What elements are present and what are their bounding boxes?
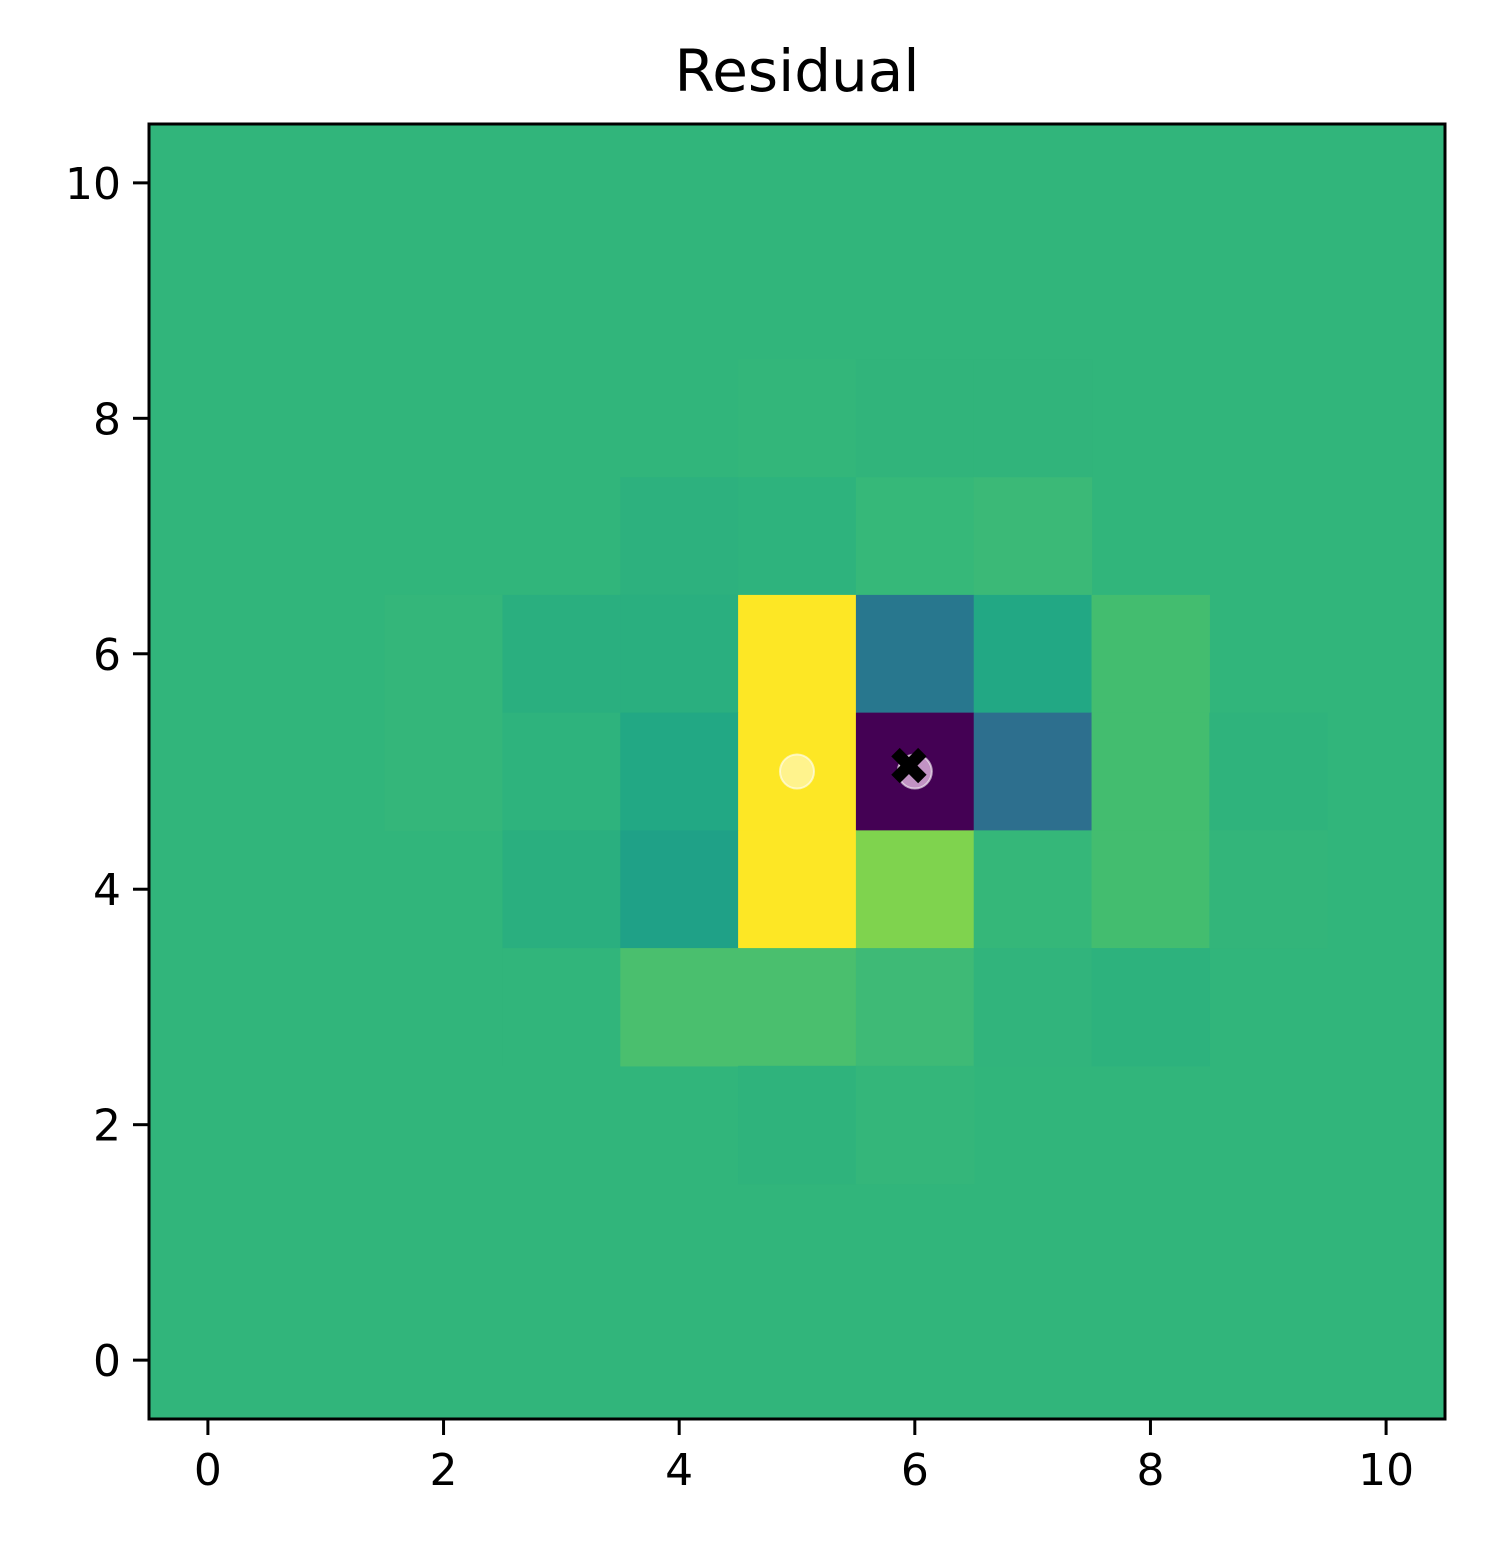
heatmap-cell bbox=[1209, 712, 1328, 831]
heatmap-cell bbox=[973, 712, 1093, 831]
x-tick-label: 0 bbox=[194, 1445, 222, 1496]
x-tick-label: 10 bbox=[1358, 1445, 1414, 1496]
heatmap-cell bbox=[1091, 830, 1210, 949]
heatmap-cell bbox=[384, 712, 504, 831]
heatmap-cell bbox=[973, 948, 1093, 1067]
heatmap-cell bbox=[738, 594, 857, 714]
heatmap-cell bbox=[738, 1065, 857, 1185]
marker-x-bar bbox=[891, 747, 927, 784]
heatmap-cell bbox=[855, 477, 975, 596]
heatmap-cell bbox=[973, 594, 1093, 714]
heatmap-cell bbox=[502, 830, 621, 949]
x-tick-label: 2 bbox=[430, 1445, 458, 1496]
x-tick-label: 4 bbox=[665, 1445, 693, 1496]
y-tick-label: 2 bbox=[93, 1101, 121, 1152]
heatmap-cell bbox=[620, 594, 739, 714]
y-tick-label: 8 bbox=[93, 394, 121, 445]
heatmap-cell bbox=[738, 830, 857, 949]
plot-area bbox=[149, 124, 1445, 1419]
heatmap-cell bbox=[502, 712, 621, 831]
heatmap-cell bbox=[620, 477, 739, 596]
heatmap-cell bbox=[620, 948, 739, 1067]
heatmap-cell bbox=[384, 594, 504, 714]
heatmap-cell bbox=[855, 594, 975, 714]
heatmap-cell bbox=[855, 948, 975, 1067]
y-tick-label: 4 bbox=[93, 865, 121, 916]
x-tick-label: 6 bbox=[901, 1445, 929, 1496]
heatmap-cell bbox=[1091, 948, 1210, 1067]
heatmap-cell bbox=[620, 712, 739, 831]
heatmap-cell bbox=[1209, 830, 1328, 949]
heatmap-cell bbox=[502, 948, 621, 1067]
heatmap-cell bbox=[738, 477, 857, 596]
chart-title: Residual bbox=[675, 37, 920, 105]
heatmap-cell bbox=[620, 830, 739, 949]
heatmap-cell bbox=[1091, 594, 1210, 714]
y-tick-label: 10 bbox=[65, 159, 121, 210]
heatmap-cell bbox=[855, 830, 975, 949]
y-tick-label: 0 bbox=[93, 1336, 121, 1387]
x-tick-label: 8 bbox=[1136, 1445, 1164, 1496]
heatmap-cell bbox=[855, 1065, 975, 1185]
heatmap-cell bbox=[973, 830, 1093, 949]
heatmap-cell bbox=[973, 359, 1093, 478]
heatmap-cell bbox=[1091, 712, 1210, 831]
marker-circle bbox=[779, 753, 815, 790]
marker-x bbox=[891, 747, 927, 784]
heatmap-cell bbox=[738, 359, 857, 478]
heatmap-cell bbox=[502, 594, 621, 714]
heatmap-cell bbox=[973, 477, 1093, 596]
y-tick-label: 6 bbox=[93, 630, 121, 681]
axes: 0 2 4 6 8 10 0 2 4 6 8 10 bbox=[65, 122, 1447, 1496]
heatmap-cell bbox=[855, 359, 975, 478]
plot-frame bbox=[147, 122, 1447, 1421]
heatmap-cell bbox=[738, 948, 857, 1067]
